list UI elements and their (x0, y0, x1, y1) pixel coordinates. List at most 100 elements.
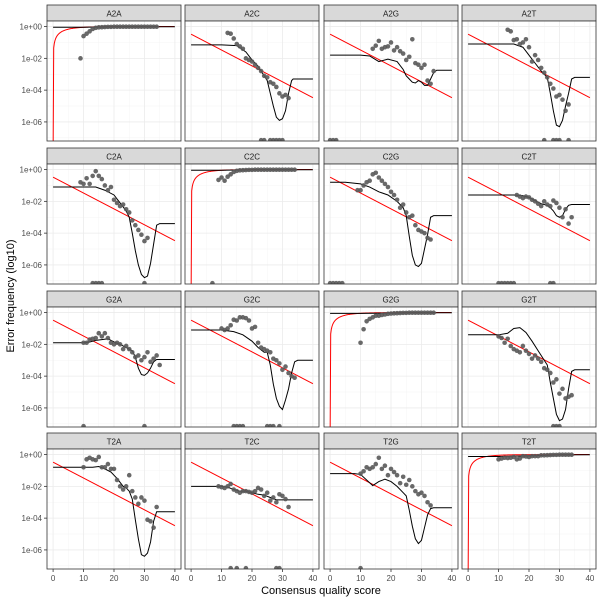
observed-error-point (370, 464, 376, 470)
observed-error-point (419, 490, 424, 496)
observed-error-point (551, 380, 556, 385)
observed-error-point (228, 31, 233, 37)
observed-error-point (370, 46, 376, 52)
observed-error-point (361, 183, 366, 188)
observed-error-point (373, 170, 379, 176)
observed-error-point (425, 78, 430, 83)
x-tick-label: 40 (170, 574, 179, 583)
observed-error-point (569, 452, 574, 458)
observed-error-point (563, 207, 568, 212)
observed-error-point (261, 493, 267, 499)
facet-strip-label: C2C (244, 153, 260, 162)
observed-error-point (117, 484, 123, 489)
x-tick-label: 0 (51, 574, 56, 583)
y-tick-label: 1e-04 (22, 372, 43, 381)
observed-error-point (280, 137, 285, 141)
observed-error-point (557, 205, 562, 211)
observed-error-point (126, 472, 132, 478)
observed-error-point (136, 227, 141, 233)
y-tick-label: 1e+00 (20, 23, 43, 32)
observed-error-point (139, 232, 144, 238)
observed-error-point (99, 334, 105, 339)
observed-error-point (264, 75, 270, 80)
observed-error-point (96, 173, 102, 179)
observed-error-point (422, 62, 427, 68)
observed-error-point (566, 137, 571, 141)
facet-strip-label: T2C (244, 438, 259, 447)
fitted-error-line (330, 473, 452, 545)
facet-strip-label: A2G (383, 10, 399, 19)
observed-error-point (529, 59, 535, 64)
observed-error-point (157, 362, 162, 368)
observed-error-point (385, 44, 391, 49)
panel-data (467, 319, 591, 427)
facet-strip-label: T2G (383, 438, 399, 447)
observed-error-point (280, 493, 285, 499)
observed-error-point (376, 175, 382, 180)
observed-error-point (523, 348, 529, 354)
observed-error-point (96, 454, 102, 460)
observed-error-point (123, 484, 129, 489)
observed-error-point (105, 335, 111, 341)
observed-error-point (526, 44, 532, 50)
x-tick-label: 30 (555, 574, 564, 583)
observed-error-point (406, 477, 412, 483)
observed-error-point (283, 92, 288, 98)
observed-error-point (117, 342, 123, 347)
observed-error-point (252, 488, 258, 494)
observed-error-point (93, 457, 99, 463)
observed-error-point (431, 310, 436, 316)
observed-error-point (410, 36, 415, 42)
observed-error-point (538, 359, 544, 365)
observed-error-point (541, 199, 547, 204)
observed-error-point (286, 504, 291, 510)
observed-error-point (502, 340, 507, 346)
observed-error-point (228, 565, 233, 569)
y-tick-label: 1e-04 (22, 229, 43, 238)
observed-error-point (96, 330, 102, 336)
observed-error-point (505, 336, 510, 342)
observed-error-point (560, 214, 565, 220)
observed-error-point (557, 137, 562, 141)
nominal-error-line (329, 33, 453, 99)
observed-error-point (422, 493, 427, 499)
x-tick-label: 20 (525, 574, 534, 583)
facet-G2G: G2G (323, 290, 459, 428)
facet-strip-label: G2C (244, 296, 261, 305)
x-axis-title: Consensus quality score (261, 585, 381, 597)
panel-data (467, 452, 590, 569)
observed-error-point (154, 353, 159, 358)
observed-error-point (283, 364, 288, 369)
facet-strip-label: C2A (106, 153, 122, 162)
observed-error-point (394, 197, 400, 203)
observed-error-point (258, 487, 264, 492)
observed-error-point (139, 357, 144, 363)
observed-error-point (240, 46, 246, 52)
observed-error-point (557, 92, 562, 98)
y-tick-label: 1e-06 (22, 118, 43, 127)
observed-error-point (385, 184, 391, 190)
observed-error-point (148, 359, 153, 365)
observed-error-point (563, 108, 568, 114)
observed-error-point (277, 361, 282, 366)
x-tick-label: 20 (248, 574, 257, 583)
observed-error-point (120, 202, 126, 207)
observed-error-point (541, 137, 547, 141)
observed-error-point (99, 176, 105, 182)
x-tick-label: 10 (217, 574, 226, 583)
panel-data (329, 310, 452, 427)
observed-error-point (397, 205, 403, 211)
observed-error-point (532, 353, 538, 358)
panel-data (52, 454, 176, 557)
panel-border (461, 20, 597, 142)
panel-data (467, 176, 591, 284)
panel-data (190, 315, 314, 427)
x-tick-label: 0 (466, 574, 471, 583)
facet-strip-label: C2T (521, 153, 536, 162)
observed-error-point (385, 472, 391, 478)
observed-error-point (271, 423, 276, 427)
observed-error-point (523, 36, 529, 42)
observed-error-point (428, 81, 433, 87)
observed-error-point (280, 367, 285, 373)
observed-error-point (252, 62, 258, 68)
